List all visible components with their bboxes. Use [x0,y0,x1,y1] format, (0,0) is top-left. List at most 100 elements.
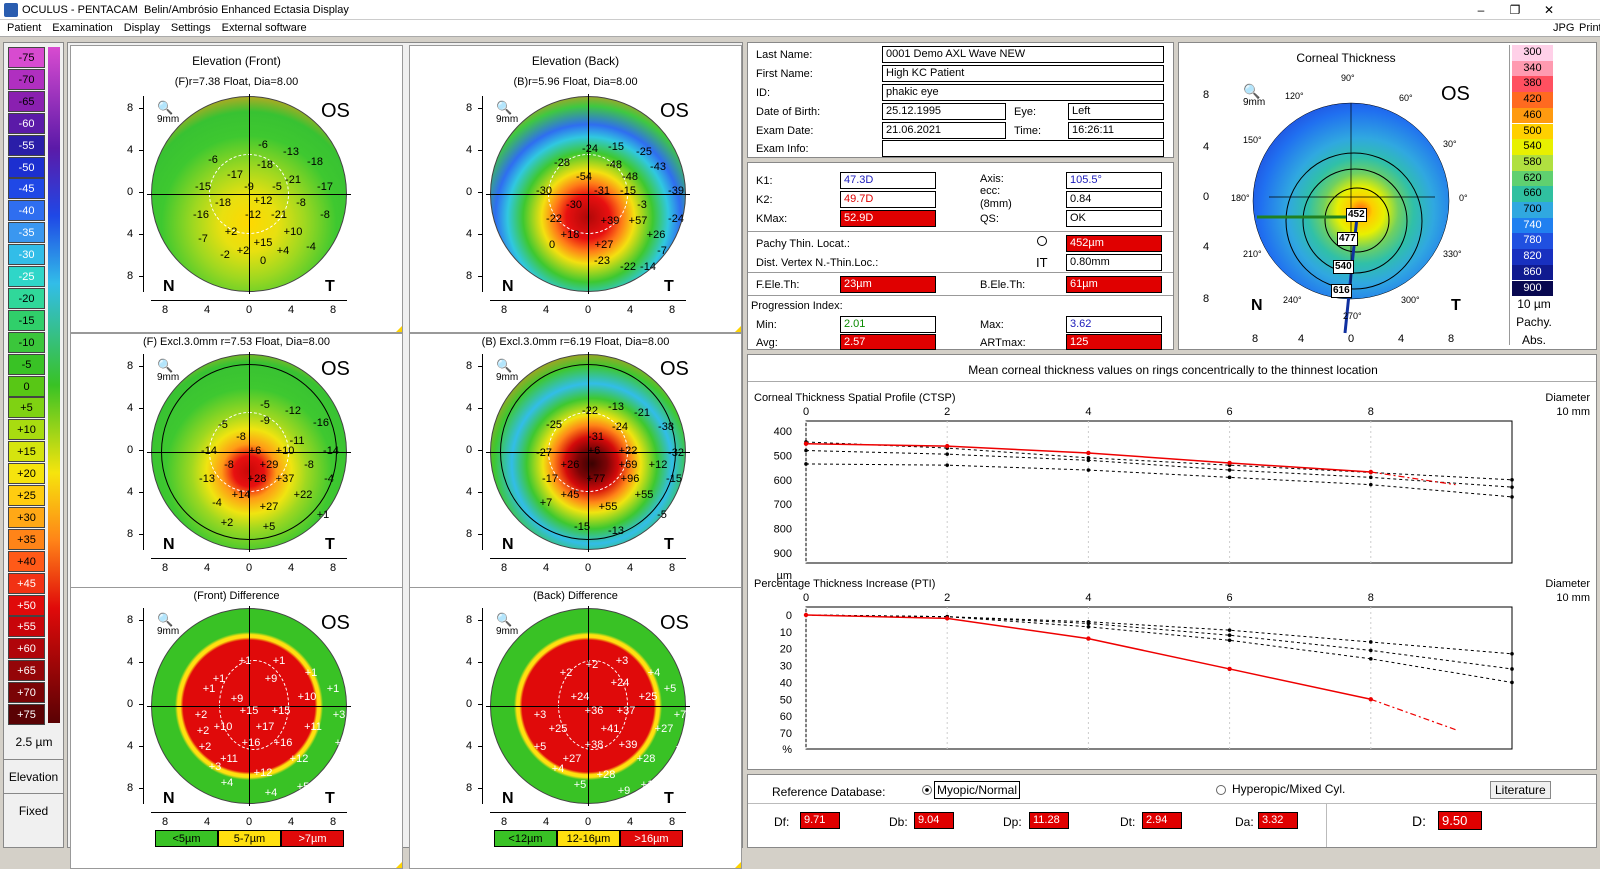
legend-fixed[interactable]: Fixed [18,804,49,818]
axis-y-tick: 8 [466,360,473,372]
nine-mm-label: 9mm [157,372,180,383]
elevation-value: +5 [663,683,677,695]
menu-patient[interactable]: Patient [7,22,42,34]
ctsp-reference-point [1510,478,1514,482]
map-front[interactable]: Elevation (Front) (F)r=7.38 Float, Dia=8.… [70,45,403,333]
elevation-value: +5 [262,521,276,533]
elevation-value: -14 [323,445,339,457]
axis-x-tick: 8 [330,304,337,316]
map-front-excl[interactable]: (F) Excl.3.0mm r=7.53 Float, Dia=8.00 -5-… [70,333,403,615]
menu-external-software[interactable]: External software [221,22,307,34]
magnifier-icon[interactable]: 🔍 [496,612,513,627]
elevation-value: -13 [608,525,624,537]
ctsp-reference-point [1227,475,1232,480]
elevation-value: +27 [654,723,674,735]
legend-mode[interactable]: Elevation [8,770,59,784]
elevation-value: +2 [198,741,212,753]
minimize-icon[interactable]: – [1477,3,1485,17]
pti-reference-point [1369,657,1373,661]
d-value: 9.50 [1438,811,1482,830]
legend-value: -55 [8,134,45,156]
elevation-value: -23 [594,255,610,267]
elevation-value: -14 [640,261,656,273]
map-back[interactable]: Elevation (Back) (B)r=5.96 Float, Dia=8.0… [409,45,742,333]
da-value: 3.32 [1258,812,1298,829]
legend-value: +10 [8,419,45,441]
menu-display[interactable]: Display [123,22,160,34]
literature-button[interactable]: Literature [1490,781,1551,799]
nasal-label: N [163,536,175,553]
elevation-value: -11 [289,435,305,447]
pti-y-tick: 60 [780,711,792,723]
da-label: Da: [1235,815,1254,829]
pti-series-point [1368,697,1373,702]
maximize-icon[interactable]: ❐ [1509,3,1521,17]
elevation-value: +24 [610,677,630,689]
map-subtitle: (Back) Difference [533,590,618,602]
magnifier-icon[interactable]: 🔍 [496,358,513,373]
jpg-button[interactable]: JPG [1553,22,1575,34]
elevation-value: +18 [560,229,580,241]
menu-examination[interactable]: Examination [52,22,113,34]
myopic-normal-option[interactable]: Myopic/Normal [934,781,1021,799]
k2-label: K2: [756,194,773,206]
print-button[interactable]: Print [1579,22,1600,34]
hyperopic-radio[interactable] [1216,785,1226,795]
magnifier-icon[interactable]: 🔍 [157,358,174,373]
axis-y-tick: 8 [466,528,473,540]
magnifier-icon[interactable]: 🔍 [157,100,174,115]
time-field[interactable]: 16:26:11 [1068,122,1164,139]
elevation-value: +2 [559,667,573,679]
exam-date-field[interactable]: 21.06.2021 [882,122,1006,139]
elevation-value: -16 [193,209,209,221]
exam-info-field[interactable] [882,140,1164,157]
elevation-value: -2 [220,249,230,261]
corner-marker [396,326,402,332]
elevation-value: -24 [612,421,628,433]
reference-db-panel: Reference Database: Myopic/Normal Hypero… [747,774,1597,848]
pachy-circle-icon [1037,236,1047,246]
pachy-mode[interactable]: Pachy. [1516,315,1552,329]
magnifier-icon[interactable]: 🔍 [496,100,513,115]
elevation-value: +14 [231,489,251,501]
axis-x-tick: 4 [288,816,295,828]
magnifier-icon[interactable]: 🔍 [157,612,174,627]
first-name-field[interactable]: High KC Patient [882,65,1164,82]
patient-info-panel: Last Name: 0001 Demo AXL Wave NEW First … [747,42,1174,158]
elevation-value: -16 [313,417,329,429]
myopic-radio[interactable] [922,785,932,795]
thickness-scale-value: 340 [1512,60,1553,77]
dob-field[interactable]: 25.12.1995 [882,103,1006,120]
axis-x-tick: 4 [543,304,550,316]
menu-settings[interactable]: Settings [170,22,211,34]
eye-field[interactable]: Left [1068,103,1164,120]
ctsp-series-point [1368,469,1373,475]
pti-x-tick: 2 [944,592,950,604]
reference-label: Reference Database: [772,785,886,799]
os-label: OS [321,612,350,634]
thickness-map[interactable] [1179,43,1513,343]
legend-value: -10 [8,331,45,353]
pti-y-tick: 20 [780,644,792,656]
min-value: 2.01 [840,316,936,333]
angle-label: 270° [1343,311,1362,321]
map-back-diff[interactable]: (Back) Difference +2 +3 +2 +4 +24 +24 +25 +5 +3 +3… [409,587,742,869]
ctsp-reference-point [1086,458,1091,463]
close-icon[interactable]: ✕ [1543,3,1555,17]
map-back-excl[interactable]: (B) Excl.3.0mm r=6.19 Float, Dia=8.00 -22… [409,333,742,615]
legend-value: +30 [8,506,45,528]
pti-x-tick: 6 [1227,592,1233,604]
elevation-value: +16 [273,737,293,749]
last-name-field[interactable]: 0001 Demo AXL Wave NEW [882,46,1164,63]
map-front-diff[interactable]: (Front) Difference +1 +1 +1 +9 +1 +1 +9 +10 +1 +2 +… [70,587,403,869]
abs-mode[interactable]: Abs. [1521,333,1546,347]
elevation-value: -13 [608,401,624,413]
id-field[interactable]: phakic eye [882,84,1164,101]
elevation-value: +1 [326,683,340,695]
thickness-scale-value: 740 [1512,217,1553,234]
magnifier-icon[interactable]: 🔍 [1243,83,1261,99]
elevation-value: -17 [542,473,558,485]
elevation-value: +12 [253,767,273,779]
elevation-value: +41 [600,723,620,735]
hyperopic-option[interactable]: Hyperopic/Mixed Cyl. [1232,782,1346,796]
